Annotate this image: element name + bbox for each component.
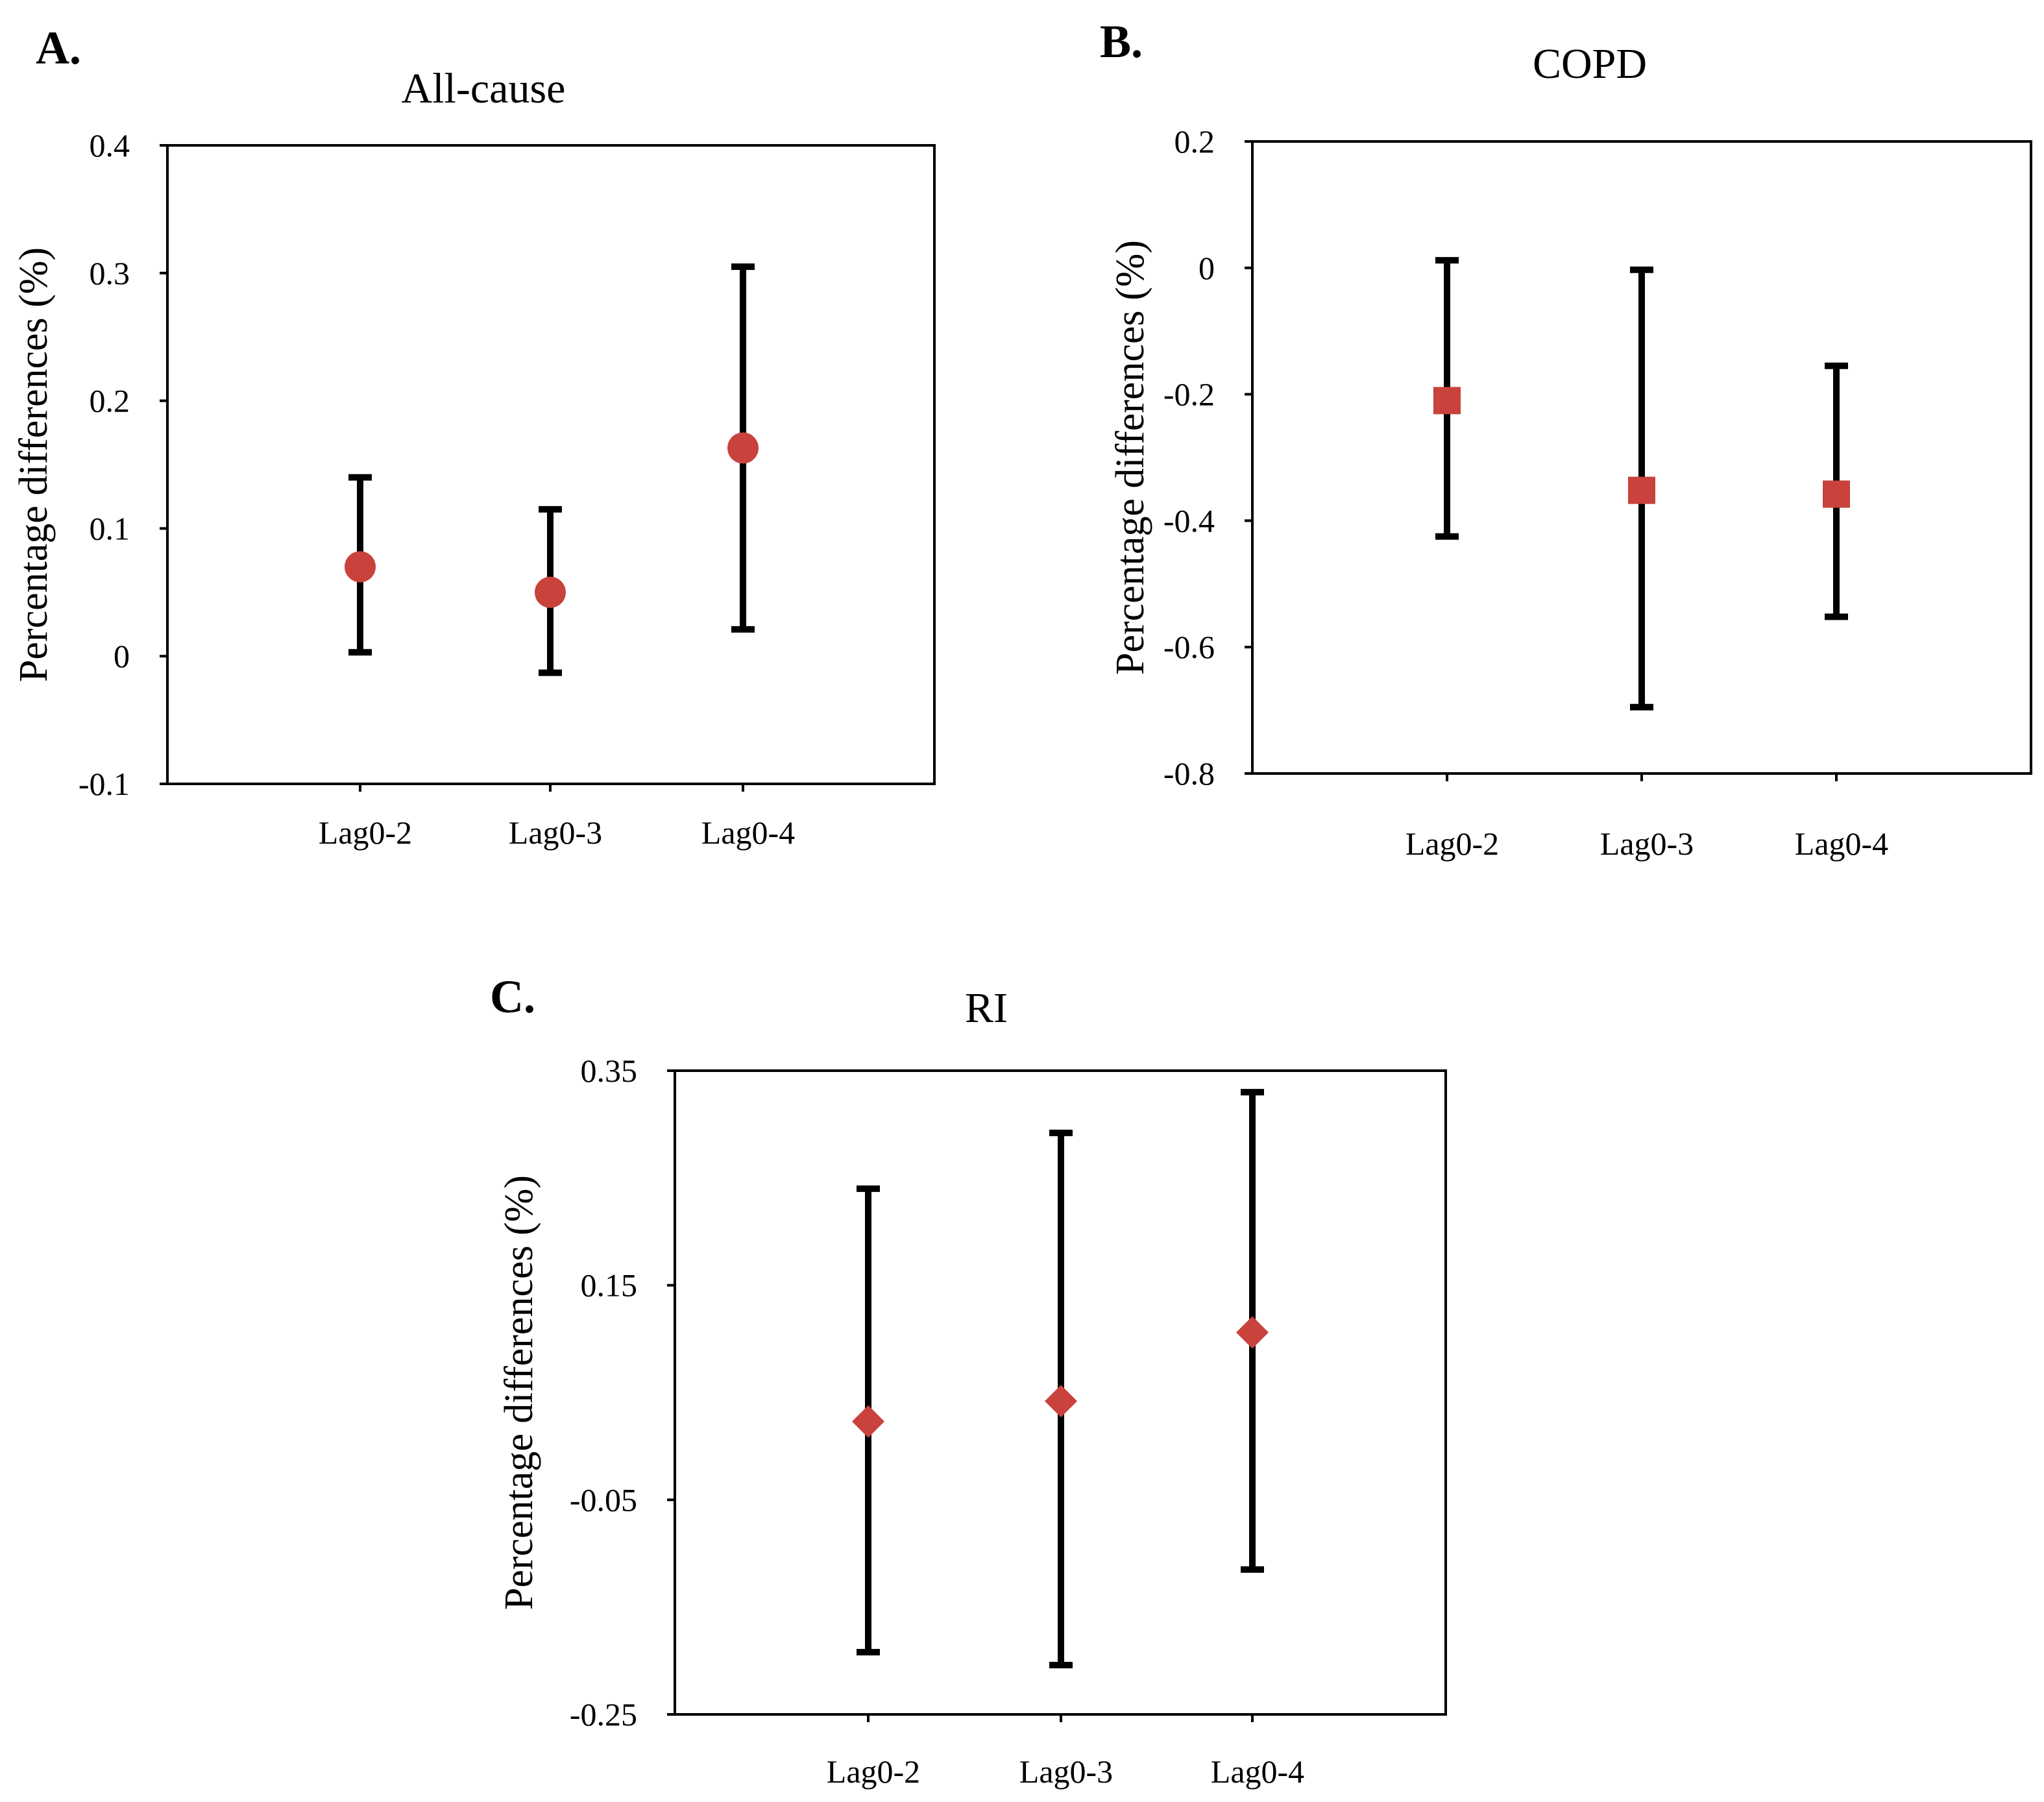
y-tick-label: 0.2: [90, 383, 130, 419]
data-point: [1236, 1316, 1269, 1349]
chart-title: RI: [965, 984, 1008, 1032]
y-tick-label: -0.2: [1163, 376, 1215, 413]
y-axis-label: Percentage differences (%): [497, 1175, 541, 1610]
y-tick-label: -0.6: [1163, 629, 1215, 665]
chart-panel-2: B. COPD -0.8 -0.6 -0.4 -0.2 0 0.2 Percentage dif…: [1100, 16, 2032, 862]
plot-frame: [166, 144, 936, 785]
x-tick-label: Lag0-2: [319, 814, 412, 851]
y-tick-label: 0.3: [90, 255, 130, 291]
x-tick-label: Lag0-2: [1405, 825, 1499, 862]
chart-panel-3: C. RI -0.25 -0.05 0.15 0.35 Percentage differe…: [490, 971, 1447, 1790]
data-point: [345, 551, 376, 583]
x-tick-label: Lag0-4: [701, 814, 795, 851]
data-point: [1628, 476, 1655, 504]
chart-title: COPD: [1533, 40, 1647, 88]
data-point: [1823, 480, 1850, 508]
x-tick-label: Lag0-4: [1795, 825, 1888, 862]
data-point: [1433, 387, 1461, 415]
y-tick-label: 0.15: [581, 1267, 638, 1304]
y-tick-label: 0: [114, 638, 130, 674]
y-axis-label: Percentage differences (%): [1108, 240, 1152, 675]
y-tick-label: 0: [1198, 250, 1215, 286]
y-tick-label: -0.05: [570, 1481, 637, 1518]
x-tick-label: Lag0-4: [1211, 1753, 1304, 1790]
y-tick-label: -0.25: [570, 1696, 637, 1733]
data-point: [1045, 1385, 1077, 1418]
panel-letter: C.: [490, 971, 535, 1023]
data-point: [535, 576, 566, 608]
panel-letter: A.: [36, 22, 81, 74]
y-tick-label: 0.1: [90, 510, 130, 546]
x-tick-label: Lag0-2: [827, 1753, 920, 1790]
x-tick-label: Lag0-3: [509, 814, 602, 851]
y-axis-label: Percentage differences (%): [12, 247, 56, 682]
x-tick-label: Lag0-3: [1600, 825, 1694, 862]
y-tick-label: -0.1: [79, 766, 130, 802]
panel-letter: B.: [1100, 16, 1143, 67]
chart-panel-1: A. All-cause -0.1 0 0.1 0.2 0.3 0.4 Percentage d…: [12, 22, 936, 851]
data-point: [852, 1405, 884, 1438]
data-point: [727, 432, 759, 464]
chart-title: All-cause: [402, 65, 566, 112]
y-tick-label: 0.4: [90, 127, 130, 164]
y-tick-label: -0.4: [1163, 502, 1215, 539]
y-tick-label: 0.35: [581, 1053, 638, 1089]
y-tick-label: -0.8: [1163, 755, 1215, 792]
y-tick-label: 0.2: [1174, 123, 1215, 160]
x-tick-label: Lag0-3: [1019, 1753, 1113, 1790]
